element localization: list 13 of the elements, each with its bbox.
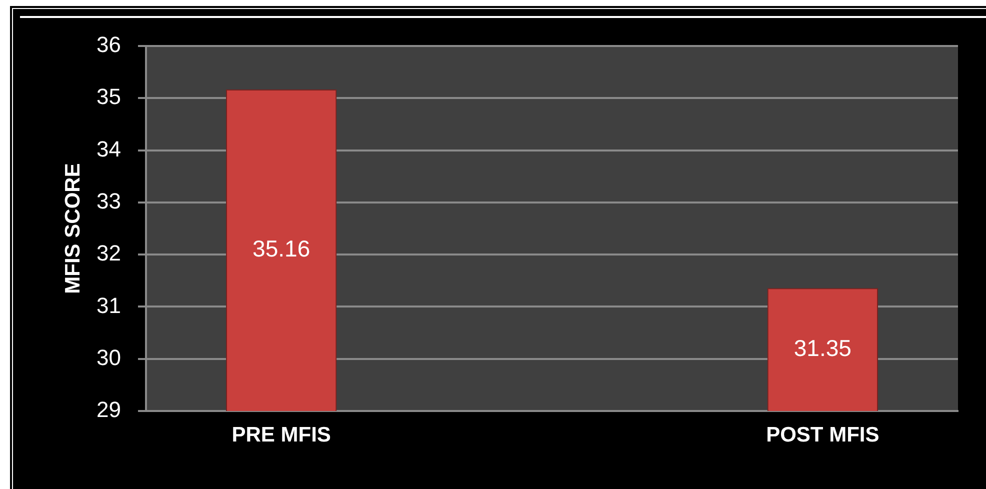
x-tick-label: POST MFIS — [766, 423, 880, 446]
y-tick-label: 30 — [96, 344, 121, 370]
y-tick-label: 36 — [96, 32, 121, 58]
y-tick-label: 29 — [96, 397, 121, 422]
y-tick-label: 31 — [96, 292, 121, 318]
y-axis-title: MFIS SCORE — [61, 163, 84, 294]
y-tick-label: 35 — [96, 84, 121, 110]
y-tick-label: 34 — [96, 136, 121, 162]
y-tick-label: 32 — [96, 240, 121, 266]
data-label: 31.35 — [794, 335, 852, 362]
x-tick-label: PRE MFIS — [232, 423, 331, 446]
data-label: 35.16 — [252, 236, 310, 262]
y-tick-label: 33 — [96, 188, 121, 214]
